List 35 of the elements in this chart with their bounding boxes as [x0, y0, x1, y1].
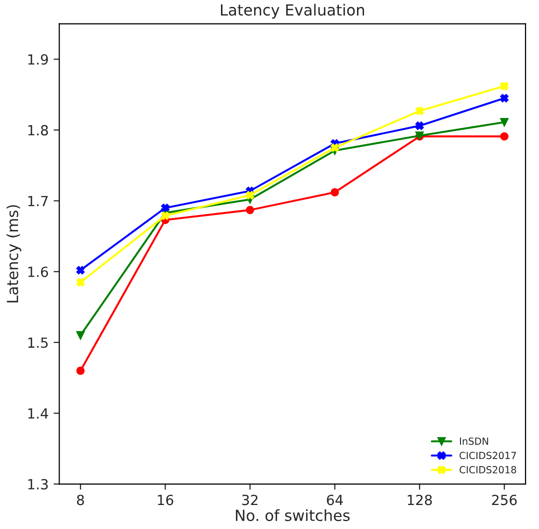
x-tick-label: 64 [326, 494, 343, 506]
legend-label: InSDN [460, 438, 488, 445]
x-tick-label: 8 [77, 494, 84, 506]
point [500, 132, 508, 141]
point [246, 206, 254, 214]
legend-label: CICIDS2018 [460, 466, 516, 474]
point [415, 106, 424, 116]
point [161, 204, 170, 212]
x-tick-label: 16 [158, 494, 174, 506]
point [76, 331, 85, 340]
point [76, 278, 85, 286]
y-tick-label: 1.4 [28, 408, 48, 419]
x-axis-title: No. of switches [236, 509, 350, 522]
y-tick-label: 1.6 [28, 266, 48, 278]
point [246, 190, 254, 200]
y-tick-label: 1.3 [28, 479, 48, 490]
point [500, 82, 508, 90]
point [330, 188, 339, 196]
point [76, 266, 85, 274]
legend-label: CICIDS2017 [460, 452, 516, 460]
x-tick-label: 256 [492, 494, 517, 506]
x-tick-label: 32 [242, 494, 258, 506]
y-tick-label: 1.8 [28, 124, 48, 136]
point [161, 212, 170, 220]
y-tick-label: 1.9 [28, 54, 48, 65]
point [500, 118, 508, 126]
point [415, 122, 424, 130]
point [76, 366, 85, 375]
y-tick-label: 1.5 [28, 338, 48, 348]
y-tick-label: 1.7 [28, 196, 48, 206]
x-tick-label: 128 [408, 494, 432, 506]
point [500, 94, 508, 102]
point [330, 144, 339, 152]
chart-title: Latency Evaluation [220, 4, 364, 19]
y-axis-title: Latency (ms) [6, 205, 22, 302]
